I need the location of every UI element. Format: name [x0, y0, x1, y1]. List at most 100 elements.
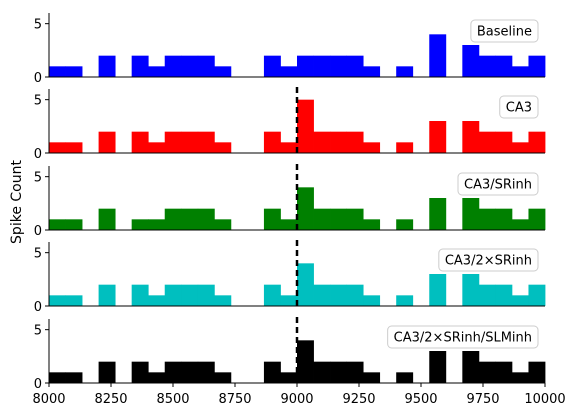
- histogram-bar: [181, 208, 199, 230]
- histogram-bar: [131, 131, 149, 153]
- histogram-bar: [98, 284, 116, 306]
- histogram-bar: [346, 55, 364, 77]
- histogram-bar: [98, 361, 116, 383]
- histogram-bar: [214, 295, 232, 306]
- histogram-bar: [495, 361, 513, 383]
- x-tick-label: 9500: [404, 392, 437, 407]
- histogram-bar: [462, 274, 480, 306]
- panel-2: 0 5 CA3: [34, 87, 546, 162]
- histogram-bar: [164, 284, 182, 306]
- histogram-bar: [297, 99, 314, 153]
- histogram-bar: [346, 284, 364, 306]
- histogram-bar: [313, 55, 331, 77]
- histogram-bar: [148, 66, 166, 77]
- x-tick-label: 8000: [32, 392, 65, 407]
- histogram-bar: [396, 142, 414, 153]
- histogram-bar: [346, 208, 364, 230]
- histogram-bar: [528, 131, 546, 153]
- histogram-bar: [396, 66, 414, 77]
- legend: Baseline: [470, 19, 539, 43]
- histogram-bar: [429, 274, 447, 306]
- histogram-bar: [297, 340, 314, 383]
- histogram-bar: [528, 55, 546, 77]
- histogram-bar: [478, 208, 496, 230]
- histogram-bar: [313, 131, 331, 153]
- histogram-bar: [396, 219, 414, 230]
- histogram-bar: [65, 372, 83, 383]
- legend: CA3/2×SRinh: [438, 248, 539, 272]
- histogram-bar: [49, 142, 66, 153]
- legend-box: [438, 248, 539, 272]
- histogram-bar: [197, 55, 215, 77]
- panel-3: 0 5 CA3/SRinh: [34, 164, 546, 239]
- legend-box: [387, 325, 539, 349]
- histogram-bar: [214, 219, 232, 230]
- histogram-bar: [131, 219, 149, 230]
- histogram-bar: [429, 121, 447, 153]
- histogram-bar: [478, 55, 496, 77]
- histogram-bar: [462, 121, 480, 153]
- histogram-bar: [131, 55, 149, 77]
- x-tick-label: 9000: [280, 392, 313, 407]
- histogram-bar: [164, 361, 182, 383]
- histogram-bar: [263, 208, 281, 230]
- histogram-bar: [197, 361, 215, 383]
- x-tick-label: 9250: [342, 392, 375, 407]
- histogram-bar: [511, 295, 529, 306]
- legend-label: CA3/SRinh: [464, 178, 532, 193]
- histogram-bar: [528, 361, 546, 383]
- histogram-bar: [429, 351, 447, 383]
- histogram-bar: [330, 55, 347, 77]
- y-tick-label: 5: [34, 94, 42, 109]
- y-tick-label: 0: [34, 147, 42, 162]
- histogram-bar: [148, 372, 166, 383]
- histogram-bar: [280, 219, 298, 230]
- histogram-bar: [181, 131, 199, 153]
- panel-5: 0 5 CA3/2×SRinh/SLMinh: [34, 317, 546, 392]
- histogram-bar: [181, 284, 199, 306]
- histogram-bar: [478, 284, 496, 306]
- legend-label: Baseline: [477, 25, 532, 40]
- histogram-bar: [49, 219, 66, 230]
- histogram-bar: [297, 187, 314, 230]
- histogram-bar: [65, 219, 83, 230]
- histogram-bar: [330, 284, 347, 306]
- histogram-bar: [263, 131, 281, 153]
- legend: CA3/2×SRinh/SLMinh: [387, 325, 539, 349]
- histogram-bar: [148, 219, 166, 230]
- histogram-bar: [330, 208, 347, 230]
- histogram-bar: [164, 208, 182, 230]
- histogram-bar: [164, 131, 182, 153]
- histogram-bar: [511, 142, 529, 153]
- legend-label: CA3: [506, 101, 532, 116]
- histogram-bar: [297, 263, 314, 306]
- x-tick-label: 9750: [466, 392, 499, 407]
- histogram-bar: [49, 295, 66, 306]
- histogram-bar: [511, 372, 529, 383]
- histogram-bar: [313, 208, 331, 230]
- histogram-bar: [462, 198, 480, 230]
- histogram-bar: [181, 361, 199, 383]
- histogram-bar: [164, 55, 182, 77]
- y-tick-label: 0: [34, 224, 42, 239]
- histogram-bar: [363, 295, 381, 306]
- histogram-bar: [495, 208, 513, 230]
- x-tick-label: 10000: [524, 392, 565, 407]
- legend-box: [470, 19, 539, 43]
- legend-box: [457, 172, 539, 196]
- histogram-bar: [131, 361, 149, 383]
- y-axis-label: Spike Count: [9, 160, 25, 244]
- y-tick-label: 5: [34, 18, 42, 33]
- histogram-bar: [98, 55, 116, 77]
- histogram-bar: [330, 361, 347, 383]
- histogram-bar: [280, 295, 298, 306]
- histogram-bar: [280, 372, 298, 383]
- histogram-bar: [429, 198, 447, 230]
- x-tick-label: 8500: [156, 392, 189, 407]
- histogram-bar: [396, 295, 414, 306]
- histogram-bar: [197, 284, 215, 306]
- y-tick-label: 0: [34, 71, 42, 86]
- histogram-bar: [49, 372, 66, 383]
